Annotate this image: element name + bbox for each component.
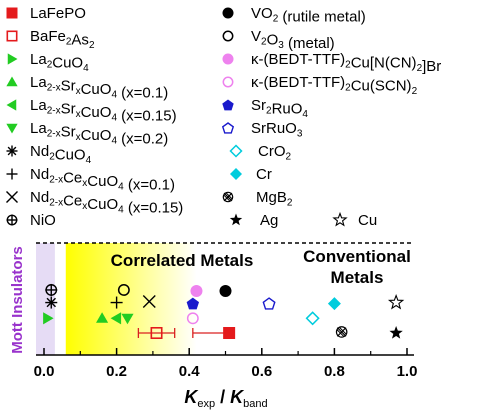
legend-marker bbox=[8, 53, 18, 64]
data-point-srruo3 bbox=[263, 298, 274, 309]
legend-item-lafepo: LaFePO bbox=[7, 5, 86, 22]
data-point-cu bbox=[389, 296, 402, 309]
legend-marker bbox=[7, 169, 18, 180]
conventional-metals-label-line2: Metals bbox=[331, 268, 384, 287]
legend-label: SrRuO3 bbox=[251, 120, 303, 140]
legend-item-la2cuo4: La2CuO4 bbox=[8, 51, 89, 74]
legend-label: Cr bbox=[256, 166, 272, 183]
legend-label: CrO2 bbox=[258, 143, 292, 163]
x-axis: 0.0 0.2 0.4 0.6 0.8 1.0 Kexp / Kband bbox=[34, 348, 418, 410]
legend-marker bbox=[230, 214, 242, 226]
legend-marker bbox=[223, 31, 232, 40]
legend-item-cu: Cu bbox=[334, 212, 377, 229]
legend-item-cro2: CrO2 bbox=[231, 143, 292, 163]
correlated-metals-label: Correlated Metals bbox=[111, 251, 254, 270]
data-point-ag bbox=[389, 326, 402, 339]
data-point-cro2 bbox=[307, 312, 319, 324]
legend-item-mgb2: MgB2 bbox=[223, 189, 293, 209]
conventional-metals-label-line1: Conventional bbox=[303, 247, 411, 266]
legend-marker bbox=[223, 77, 232, 86]
legend-label: VO2 (rutile metal) bbox=[251, 5, 366, 26]
data-point-nd2cuo4 bbox=[45, 297, 57, 309]
legend-label: La2CuO4 bbox=[30, 51, 89, 74]
legend-label: Nd2CuO4 bbox=[30, 143, 92, 166]
legend-label: Cu bbox=[358, 212, 377, 229]
legend-marker bbox=[223, 8, 234, 19]
x-tick-label-3: 0.6 bbox=[251, 363, 272, 380]
legend-marker bbox=[7, 99, 17, 110]
legend-marker bbox=[223, 123, 233, 133]
legend-item-vo2-rutile-metal: VO2 (rutile metal) bbox=[223, 5, 366, 26]
legend-marker bbox=[7, 146, 18, 157]
legend-marker bbox=[7, 31, 16, 40]
legend-item-cr: Cr bbox=[230, 166, 272, 183]
legend-item-ag: Ag bbox=[230, 212, 279, 229]
legend-marker bbox=[223, 192, 232, 201]
data-point-mgb2 bbox=[336, 327, 346, 337]
legend-item-srruo3: SrRuO3 bbox=[223, 120, 303, 140]
legend-label: LaFePO bbox=[30, 5, 86, 22]
x-tick-label-4: 0.8 bbox=[324, 363, 345, 380]
data-point-bedt-ttf-2cu-n-cn-2-br bbox=[190, 285, 202, 297]
legend-item-v2o3-metal: V2O3 (metal) bbox=[223, 28, 334, 52]
legend-label: κ-(BEDT-TTF)2Cu[N(CN)2]Br bbox=[251, 51, 441, 75]
legend-label: BaFe2As2 bbox=[30, 28, 95, 51]
legend-item-bafe2as2: BaFe2As2 bbox=[7, 28, 95, 51]
legend-item-nd2cuo4: Nd2CuO4 bbox=[7, 143, 92, 166]
plot-area: Mott Insulators Correlated Metals Conventi… bbox=[9, 243, 414, 355]
mott-insulators-label: Mott Insulators bbox=[9, 246, 26, 354]
legend-label: κ-(BEDT-TTF)2Cu(SCN)2 bbox=[251, 74, 418, 97]
data-point-cr bbox=[328, 297, 341, 310]
legend-marker bbox=[7, 192, 18, 203]
legend-label: MgB2 bbox=[256, 189, 293, 209]
x-tick-label-1: 0.2 bbox=[106, 363, 127, 380]
mott-insulator-region bbox=[36, 243, 55, 355]
x-tick-label-2: 0.4 bbox=[179, 363, 201, 380]
legend-marker bbox=[230, 168, 242, 180]
legend-marker bbox=[334, 214, 346, 226]
legend-marker bbox=[6, 124, 17, 134]
data-point-lafepo bbox=[223, 327, 235, 339]
legend-label: Sr2RuO4 bbox=[251, 97, 308, 120]
legend-label: Ag bbox=[260, 212, 278, 229]
legend-marker bbox=[223, 54, 234, 65]
legend-item-sr2ruo4: Sr2RuO4 bbox=[222, 97, 308, 120]
legend-label: NiO bbox=[30, 212, 56, 229]
legend-marker bbox=[231, 146, 242, 157]
data-point-vo2-rutile-metal bbox=[220, 285, 232, 297]
legend-item-bedt-ttf-2cu-scn-2: κ-(BEDT-TTF)2Cu(SCN)2 bbox=[223, 74, 417, 97]
legend-marker bbox=[7, 8, 18, 19]
legend-label: La2-xSrxCuO4 (x=0.1) bbox=[30, 74, 168, 102]
x-axis-label: Kexp / Kband bbox=[184, 387, 267, 410]
x-tick-label-5: 1.0 bbox=[397, 363, 418, 380]
legend-item-bedt-ttf-2cu-n-cn-2-br: κ-(BEDT-TTF)2Cu[N(CN)2]Br bbox=[223, 51, 442, 75]
x-tick-label-0: 0.0 bbox=[34, 363, 55, 380]
legend-label: Nd2-xCexCuO4 (x=0.1) bbox=[30, 166, 175, 194]
legend-label: V2O3 (metal) bbox=[251, 28, 335, 52]
legend-item-nio: NiO bbox=[7, 212, 56, 229]
legend-marker bbox=[7, 215, 18, 226]
legend-marker bbox=[6, 77, 17, 87]
legend-marker bbox=[222, 100, 233, 111]
